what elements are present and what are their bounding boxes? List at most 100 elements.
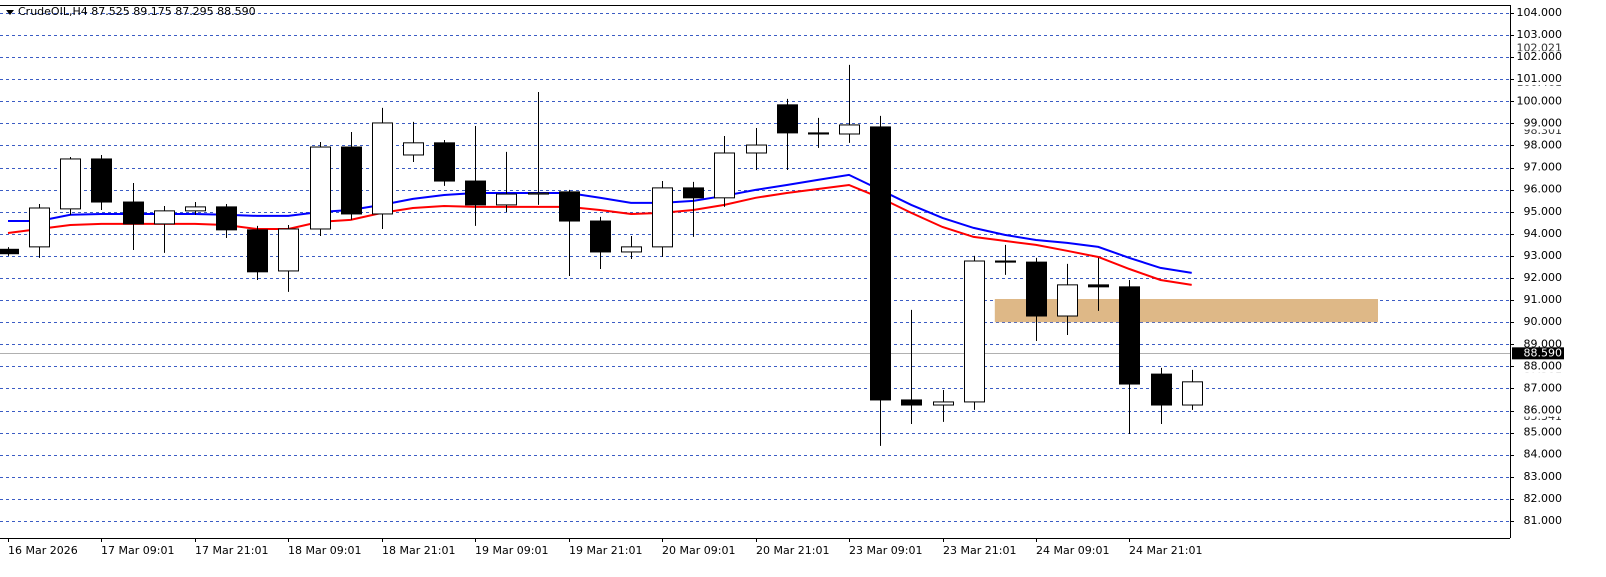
moving-average	[8, 173, 1192, 274]
candle-body	[496, 193, 517, 206]
chart-title: CrudeOIL,H4 87.525 89.175 87.295 88.590	[18, 5, 256, 18]
candle-body	[372, 122, 393, 215]
y-tick-label-bg	[1515, 249, 1564, 262]
y-tick-label-bg	[1515, 139, 1564, 152]
y-tick-label-bg	[1515, 272, 1564, 285]
candle-body	[1057, 284, 1078, 317]
y-tick-label-bg	[1515, 470, 1564, 483]
y-tick-label-bg	[1515, 426, 1564, 439]
zone	[994, 299, 1378, 323]
y-tick-label-bg	[1515, 294, 1564, 307]
y-tick-label: 86.000	[1524, 404, 1563, 417]
y-tick-label-bg	[1515, 492, 1564, 505]
x-tick-label: 23 Mar 21:01	[943, 544, 1016, 557]
y-tick-label-bg	[1515, 183, 1564, 196]
candle-body	[1151, 373, 1172, 406]
candle-body	[310, 146, 331, 230]
price-label-bg	[1512, 347, 1564, 360]
y-tick-label-bg	[1515, 6, 1564, 19]
candle-body	[216, 206, 237, 231]
y-tick-label: 90.000	[1524, 315, 1563, 328]
candle-body	[683, 187, 704, 199]
y-tick-label-bg	[1515, 29, 1564, 42]
candle-body	[434, 142, 455, 182]
y-tick-label-bg	[1515, 514, 1564, 527]
y-tick-label-bg	[1515, 404, 1564, 417]
y-tick-label-bg	[1515, 161, 1564, 174]
candle-body	[652, 187, 673, 248]
y-tick-label-bg	[1515, 448, 1564, 461]
y-tick-label-bg	[1515, 205, 1564, 218]
x-tick-label: 17 Mar 09:01	[101, 544, 174, 557]
x-tick-label: 23 Mar 09:01	[849, 544, 922, 557]
x-tick-label: 16 Mar 2026	[8, 544, 78, 557]
y-tick-label: 102.000	[1517, 50, 1563, 63]
candle-body	[1119, 286, 1140, 385]
candle-body	[1026, 261, 1047, 317]
x-tick-label: 19 Mar 09:01	[475, 544, 548, 557]
candle-body	[123, 201, 144, 225]
candle-body	[746, 144, 767, 154]
menu-triangle	[6, 10, 14, 15]
x-tick-label: 18 Mar 21:01	[382, 544, 455, 557]
y-tick-label: 91.000	[1524, 293, 1563, 306]
y-tick-label: 95.000	[1524, 205, 1563, 218]
candle-body	[933, 401, 954, 406]
y-tick-label-bg	[1515, 73, 1564, 86]
y-tick-label: 89.000	[1524, 337, 1563, 350]
y-tick-label: 93.000	[1524, 249, 1563, 262]
y-tick-label: 103.000	[1517, 28, 1563, 41]
y-tick-label: 83.000	[1524, 470, 1563, 483]
y-tick-label-bg	[1515, 95, 1564, 108]
candle-body	[777, 104, 798, 134]
x-tick-label: 20 Mar 09:01	[662, 544, 735, 557]
y-tick-label: 100.000	[1517, 94, 1563, 107]
x-tick-label: 19 Mar 21:01	[569, 544, 642, 557]
y-tick-label: 104.000	[1517, 6, 1563, 19]
candle-body	[901, 399, 922, 406]
y-tick-label: 99.000	[1524, 116, 1563, 129]
y-tick-label-bg	[1515, 117, 1564, 130]
y-tick-label-bg	[1515, 338, 1564, 351]
y-tick-label: 81.000	[1524, 514, 1563, 527]
candle-body	[278, 228, 299, 272]
candle-body	[559, 191, 580, 222]
candle-body	[0, 248, 19, 255]
y-tick-label: 97.000	[1524, 161, 1563, 174]
y-tick-label: 94.000	[1524, 227, 1563, 240]
y-tick-label: 88.000	[1524, 359, 1563, 372]
y-tick-label: 98.000	[1524, 138, 1563, 151]
x-tick-label: 18 Mar 09:01	[288, 544, 361, 557]
candle-body	[995, 260, 1016, 263]
candle-body	[964, 260, 985, 403]
candle-body	[621, 246, 642, 253]
y-tick-label: 92.000	[1524, 271, 1563, 284]
x-tick-label: 24 Mar 21:01	[1129, 544, 1202, 557]
y-tick-label-bg	[1515, 51, 1564, 64]
moving-average	[7, 183, 1192, 286]
candle-body	[1088, 284, 1109, 288]
candle-body	[839, 124, 860, 135]
candle-body	[341, 146, 362, 215]
y-tick-label: 85.000	[1524, 426, 1563, 439]
y-tick-label: 87.000	[1524, 381, 1563, 394]
price-label: 88.590	[1524, 346, 1563, 359]
candle-body	[590, 220, 611, 253]
y-tick-label-bg	[1515, 360, 1564, 373]
y-tick-label-bg	[1515, 382, 1564, 395]
candle-body	[29, 207, 50, 248]
candle-body	[154, 210, 175, 225]
y-tick-label: 82.000	[1524, 492, 1563, 505]
candle-body	[808, 132, 829, 135]
x-tick-label: 20 Mar 21:01	[756, 544, 829, 557]
candle-body	[465, 180, 486, 206]
candle-body	[247, 229, 268, 273]
x-tick-label: 17 Mar 21:01	[195, 544, 268, 557]
plot-area	[0, 13, 1510, 522]
candle-body	[60, 158, 81, 210]
candle-body	[403, 142, 424, 156]
candle-body	[1182, 381, 1203, 406]
candle-body	[714, 152, 735, 199]
